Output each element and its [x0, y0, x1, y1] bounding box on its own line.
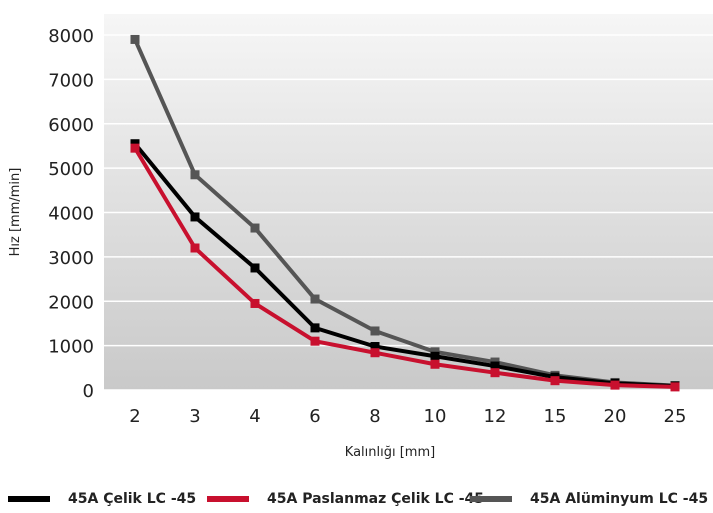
x-tick-label: 8 [369, 406, 380, 427]
y-tick-labels: 0 1000 2000 3000 4000 5000 6000 7000 8000 [48, 26, 94, 402]
data-point [250, 298, 260, 308]
y-tick-label: 6000 [48, 115, 94, 136]
data-point [490, 361, 500, 371]
x-tick-label: 4 [249, 406, 260, 427]
y-axis-label: Hız [mm/min] [8, 168, 23, 257]
legend-swatch-celik [8, 496, 50, 502]
data-point [370, 342, 380, 352]
legend-swatch-aluminyum [470, 496, 512, 502]
line-chart: 0 1000 2000 3000 4000 5000 6000 7000 8000 2 3 4 6 8 1… [8, 14, 713, 460]
data-point [190, 243, 200, 253]
y-tick-label: 0 [83, 381, 94, 402]
data-point [370, 326, 380, 336]
x-tick-label: 2 [129, 406, 140, 427]
legend-label: 45A Alüminyum LC -45 [530, 491, 709, 507]
data-point [310, 323, 320, 333]
data-point [310, 294, 320, 304]
x-tick-label: 3 [189, 406, 200, 427]
legend-item-paslanmaz: 45A Paslanmaz Çelik LC -45 [207, 488, 484, 510]
data-point [190, 170, 200, 180]
x-axis-label: Kalınlığı [mm] [345, 445, 435, 460]
legend-label: 45A Paslanmaz Çelik LC -45 [267, 491, 485, 507]
data-point [130, 34, 140, 44]
data-point [550, 376, 560, 386]
x-tick-label: 6 [309, 406, 320, 427]
y-tick-label: 2000 [48, 292, 94, 313]
x-tick-label: 25 [664, 406, 687, 427]
legend: 45A Çelik LC -45 45A Paslanmaz Çelik LC … [0, 488, 713, 510]
x-tick-label: 15 [544, 406, 567, 427]
plot-area [104, 14, 713, 390]
data-point [190, 212, 200, 222]
data-point [310, 336, 320, 346]
data-point [370, 348, 380, 358]
y-tick-label: 8000 [48, 26, 94, 47]
data-point [130, 143, 140, 153]
x-tick-label: 10 [424, 406, 447, 427]
y-tick-label: 1000 [48, 337, 94, 358]
x-tick-label: 20 [604, 406, 627, 427]
data-point [490, 368, 500, 378]
legend-item-celik: 45A Çelik LC -45 [8, 488, 196, 510]
data-point [430, 351, 440, 361]
y-tick-label: 5000 [48, 159, 94, 180]
y-tick-label: 3000 [48, 248, 94, 269]
y-tick-label: 4000 [48, 204, 94, 225]
series-lines [133, 38, 676, 389]
series-line [133, 142, 676, 389]
y-tick-label: 7000 [48, 70, 94, 91]
data-point [670, 382, 680, 392]
x-tick-label: 12 [484, 406, 507, 427]
x-tick-labels: 2 3 4 6 8 10 12 15 20 25 [129, 406, 686, 427]
data-point [610, 380, 620, 390]
series-points [130, 34, 680, 392]
legend-label: 45A Çelik LC -45 [68, 491, 197, 507]
legend-item-aluminyum: 45A Alüminyum LC -45 [470, 488, 708, 510]
data-point [250, 263, 260, 273]
legend-swatch-paslanmaz [207, 496, 249, 502]
data-point [250, 223, 260, 233]
series-line [133, 147, 676, 389]
data-point [430, 359, 440, 369]
